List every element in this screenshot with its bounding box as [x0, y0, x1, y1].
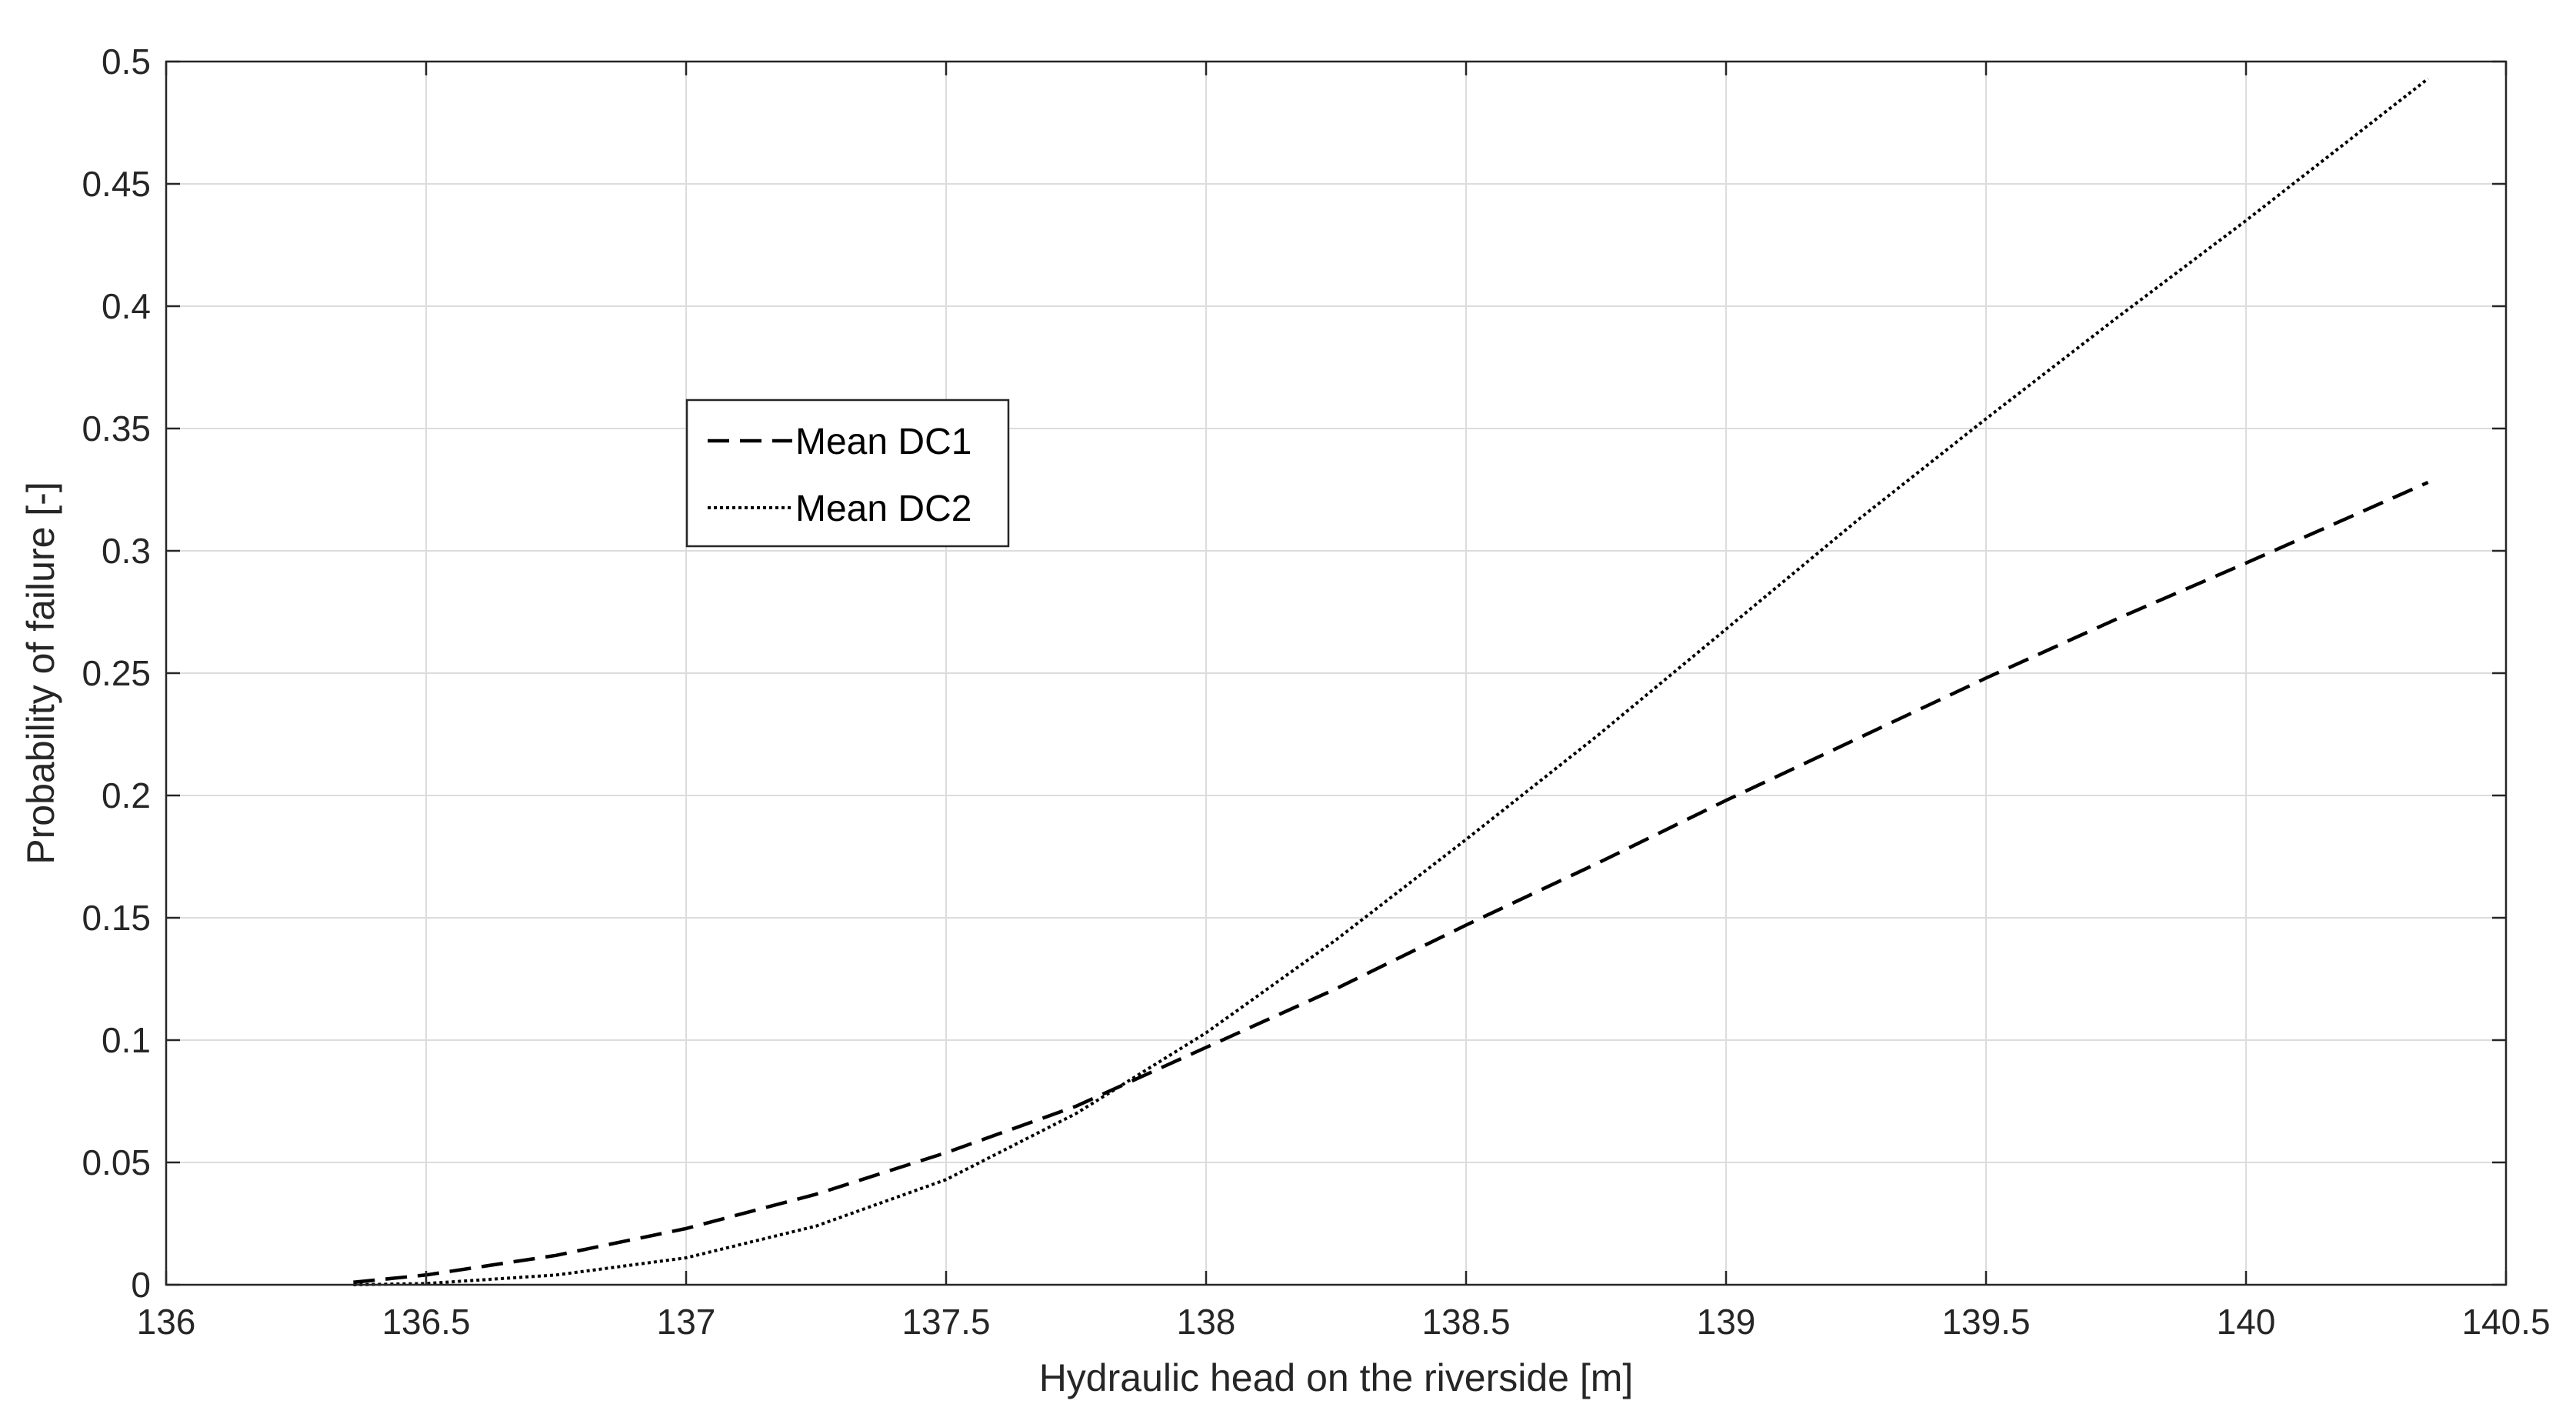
y-tick-label: 0.3	[102, 531, 151, 571]
y-tick-label: 0.25	[82, 653, 151, 693]
y-tick-label: 0.4	[102, 286, 151, 326]
grid	[166, 62, 2506, 1285]
y-tick-label: 0.35	[82, 409, 151, 449]
x-tick-label: 136	[137, 1302, 196, 1342]
legend-label-mean-dc2: Mean DC2	[795, 489, 971, 529]
x-tick-label: 137	[657, 1302, 716, 1342]
ticks	[165, 60, 2508, 1286]
x-tick-label: 140	[2217, 1302, 2276, 1342]
x-tick-label: 137.5	[901, 1302, 990, 1342]
y-tick-label: 0	[131, 1265, 151, 1305]
series-layer	[353, 77, 2429, 1286]
x-tick-label: 139	[1697, 1302, 1756, 1342]
x-tick-label: 138.5	[1421, 1302, 1510, 1342]
legend-box	[685, 399, 1010, 548]
legend-label-mean-dc1: Mean DC1	[795, 422, 971, 462]
y-axis-label: Probability of failure [-]	[19, 482, 62, 864]
y-tick-label: 0.2	[102, 775, 151, 815]
series-line-mean-dc1	[353, 480, 2429, 1285]
x-tick-label: 136.5	[382, 1302, 470, 1342]
y-tick-label: 0.1	[102, 1020, 151, 1060]
y-tick-label: 0.5	[102, 42, 151, 82]
y-tick-labels: 0 0.05 0.1 0.15 0.2 0.25 0.3 0.35 0.4 0.45 0.5	[82, 42, 151, 1305]
x-tick-label: 140.5	[2461, 1302, 2550, 1342]
y-tick-label: 0.15	[82, 898, 151, 938]
series-line-mean-dc2	[353, 77, 2429, 1286]
x-tick-labels: 136 136.5 137 137.5 138 138.5 139 139.5 140 140.5	[137, 1302, 2551, 1342]
y-tick-label: 0.45	[82, 164, 151, 204]
legend: Mean DC1 Mean DC2	[685, 399, 1010, 548]
x-tick-label: 139.5	[1941, 1302, 2030, 1342]
y-tick-label: 0.05	[82, 1142, 151, 1182]
x-axis-label: Hydraulic head on the riverside [m]	[1039, 1356, 1634, 1399]
x-tick-label: 138	[1177, 1302, 1236, 1342]
